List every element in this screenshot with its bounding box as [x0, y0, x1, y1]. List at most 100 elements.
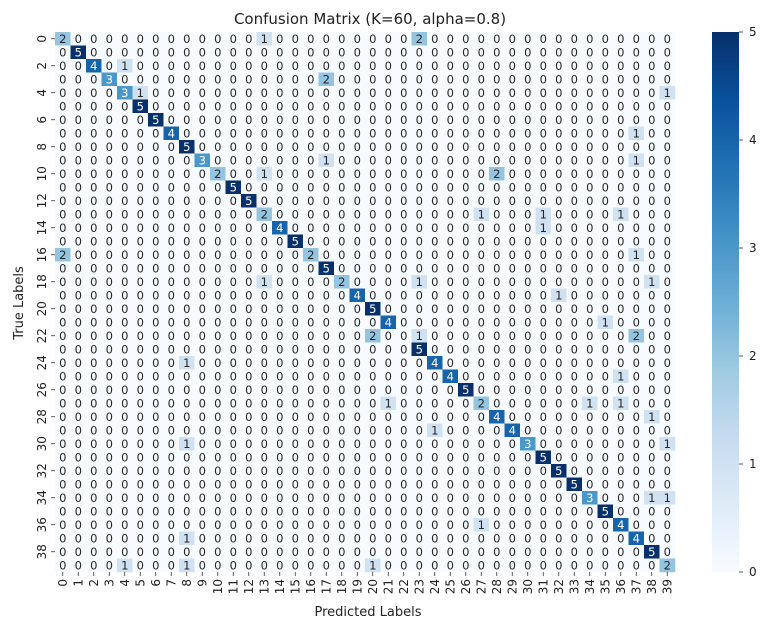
heatmap-cell — [241, 126, 257, 141]
cell-value-label: 0 — [400, 531, 407, 545]
x-tick-label: 23 — [412, 579, 426, 594]
cell-value-label: 5 — [571, 477, 578, 491]
cell-value-label: 1 — [121, 59, 128, 73]
cell-value-label: 0 — [137, 113, 144, 127]
heatmap-cell — [132, 86, 149, 100]
cell-value-label: 0 — [245, 180, 252, 194]
cell-value-label: 0 — [555, 140, 562, 154]
heatmap-cell — [411, 126, 428, 141]
cell-value-label: 0 — [478, 545, 485, 559]
cell-value-label: 0 — [400, 477, 407, 491]
heatmap-cell — [504, 194, 521, 208]
cell-value-label: 0 — [137, 464, 144, 478]
cell-value-label: 0 — [354, 207, 361, 221]
heatmap-cell — [458, 194, 474, 208]
heatmap-cell — [427, 207, 443, 222]
cell-value-label: 0 — [168, 369, 175, 383]
cell-value-label: 0 — [478, 221, 485, 235]
cell-value-label: 0 — [447, 531, 454, 545]
cell-value-label: 0 — [59, 315, 66, 329]
cell-value-label: 0 — [617, 113, 624, 127]
cell-value-label: 0 — [261, 113, 268, 127]
cell-value-label: 0 — [59, 288, 66, 302]
heatmap-cell — [597, 167, 614, 181]
cell-value-label: 0 — [183, 45, 190, 59]
cell-value-label: 0 — [354, 86, 361, 100]
heatmap-cell — [86, 207, 102, 222]
heatmap-cell — [163, 180, 180, 195]
cell-value-label: 0 — [199, 261, 206, 275]
cell-value-label: 0 — [571, 59, 578, 73]
heatmap-cell — [70, 86, 87, 100]
cell-value-label: 0 — [245, 315, 252, 329]
cell-value-label: 0 — [462, 32, 469, 46]
cell-value-label: 0 — [385, 356, 392, 370]
heatmap-cell — [597, 113, 614, 127]
cell-value-label: 0 — [199, 342, 206, 356]
heatmap-cell — [396, 113, 412, 127]
cell-value-label: 0 — [90, 288, 97, 302]
cell-value-label: 0 — [509, 140, 516, 154]
cell-value-label: 0 — [59, 86, 66, 100]
cell-value-label: 0 — [168, 45, 175, 59]
heatmap-cell — [659, 140, 676, 154]
cell-value-label: 0 — [168, 194, 175, 208]
cell-value-label: 0 — [75, 275, 82, 289]
cell-value-label: 0 — [307, 261, 314, 275]
cell-value-label: 0 — [106, 477, 113, 491]
heatmap-cell — [349, 126, 366, 141]
cell-value-label: 5 — [540, 450, 547, 464]
cell-value-label: 0 — [183, 126, 190, 140]
heatmap-cell — [194, 45, 211, 60]
cell-value-label: 0 — [447, 261, 454, 275]
heatmap-cell — [241, 153, 257, 168]
cell-value-label: 0 — [90, 518, 97, 532]
cell-value-label: 0 — [137, 288, 144, 302]
cell-value-label: 0 — [509, 248, 516, 262]
heatmap-cell — [349, 153, 366, 168]
heatmap-cell — [256, 126, 273, 141]
cell-value-label: 0 — [323, 167, 330, 181]
cell-value-label: 0 — [152, 248, 159, 262]
cell-value-label: 0 — [137, 369, 144, 383]
x-tick-label: 7 — [164, 579, 178, 587]
cell-value-label: 0 — [59, 221, 66, 235]
heatmap-cell — [148, 153, 164, 168]
cell-value-label: 0 — [633, 450, 640, 464]
cell-value-label: 0 — [168, 261, 175, 275]
heatmap-cell — [520, 207, 536, 222]
cell-value-label: 0 — [385, 59, 392, 73]
cell-value-label: 0 — [648, 167, 655, 181]
cell-value-label: 0 — [385, 491, 392, 505]
cell-value-label: 0 — [493, 558, 500, 572]
cell-value-label: 0 — [524, 153, 531, 167]
cell-value-label: 0 — [230, 126, 237, 140]
cell-value-label: 0 — [323, 558, 330, 572]
cell-value-label: 0 — [400, 518, 407, 532]
cell-value-label: 0 — [307, 531, 314, 545]
cell-value-label: 1 — [183, 531, 190, 545]
cell-value-label: 0 — [276, 45, 283, 59]
cell-value-label: 0 — [416, 504, 423, 518]
cell-value-label: 0 — [462, 531, 469, 545]
cell-value-label: 0 — [571, 45, 578, 59]
cell-value-label: 0 — [540, 302, 547, 316]
y-tick-label: 8 — [35, 143, 49, 151]
cell-value-label: 0 — [431, 59, 438, 73]
x-tick-label: 31 — [536, 579, 550, 594]
cell-value-label: 0 — [571, 491, 578, 505]
cell-value-label: 0 — [152, 531, 159, 545]
cell-value-label: 0 — [152, 72, 159, 86]
cell-value-label: 0 — [633, 113, 640, 127]
cell-value-label: 0 — [617, 356, 624, 370]
heatmap-cell — [241, 72, 257, 87]
heatmap-cell — [504, 126, 521, 141]
cell-value-label: 0 — [400, 383, 407, 397]
cell-value-label: 0 — [75, 72, 82, 86]
cell-value-label: 0 — [478, 32, 485, 46]
cell-value-label: 0 — [245, 45, 252, 59]
cell-value-label: 0 — [354, 356, 361, 370]
cell-value-label: 0 — [183, 86, 190, 100]
cell-value-label: 0 — [400, 167, 407, 181]
cell-value-label: 0 — [276, 531, 283, 545]
